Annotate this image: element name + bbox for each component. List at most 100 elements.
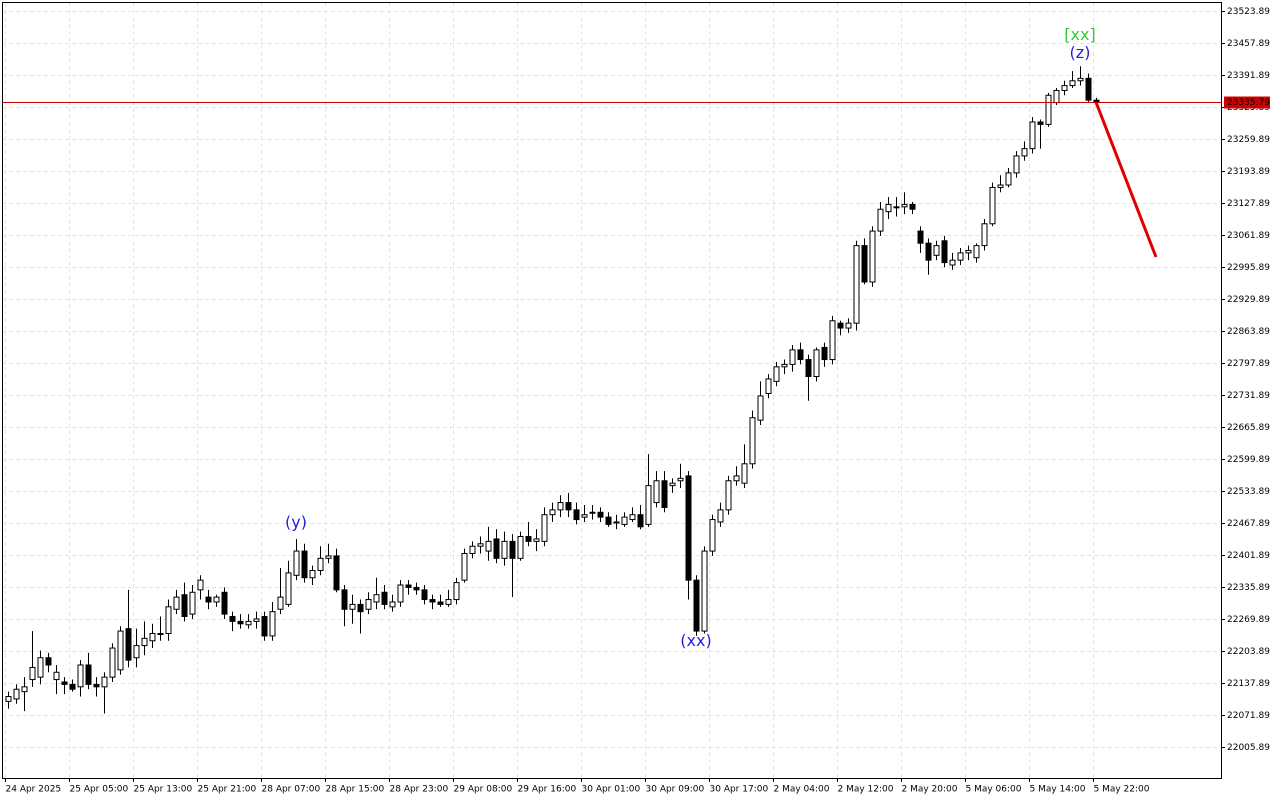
candle-body — [637, 514, 644, 528]
candle-body — [317, 557, 324, 571]
wave-label: (z) — [1070, 43, 1091, 62]
candle-body — [469, 545, 476, 554]
current-price-box — [1224, 96, 1270, 109]
candle-body — [613, 521, 620, 524]
candle-body — [909, 203, 916, 210]
y-tick-label: 23061.89 — [1227, 231, 1270, 241]
y-tick-label: 22731.89 — [1227, 391, 1270, 401]
candle-body — [109, 647, 116, 678]
candle-body — [797, 349, 804, 361]
candle-body — [773, 366, 780, 382]
candle-body — [789, 349, 796, 365]
candle-body — [965, 249, 972, 254]
wave-label: [xx] — [1064, 25, 1095, 44]
x-tick-label: 2 May 04:00 — [774, 785, 830, 795]
candle-body — [53, 671, 60, 681]
candle-body — [389, 601, 396, 608]
candle-body — [173, 596, 180, 610]
y-tick-label: 23127.89 — [1227, 199, 1270, 209]
plot-frame — [2, 2, 1222, 779]
candle-body — [1053, 89, 1060, 104]
candle-body — [237, 620, 244, 625]
candle-body — [117, 630, 124, 671]
x-tick-label: 28 Apr 07:00 — [262, 785, 321, 795]
x-tick-label: 29 Apr 16:00 — [518, 785, 577, 795]
y-tick-label: 22665.89 — [1227, 423, 1270, 433]
candle-body — [885, 203, 892, 213]
candle-body — [893, 206, 900, 209]
axes: 22005.89 22071.89 22137.89 22203.89 22269.89… — [5, 7, 1270, 795]
x-tick-label: 2 May 20:00 — [902, 785, 958, 795]
wave-label: (y) — [285, 512, 307, 531]
candle-body — [517, 536, 524, 559]
candle-body — [261, 616, 268, 637]
candle-body — [309, 569, 316, 579]
y-tick-label: 22203.89 — [1227, 647, 1270, 657]
x-tick-label: 28 Apr 15:00 — [326, 785, 385, 795]
candle-body — [525, 536, 532, 542]
candle-body — [781, 363, 788, 368]
x-tick-label: 24 Apr 2025 — [6, 785, 62, 795]
grid — [2, 3, 1221, 778]
candle-body — [461, 552, 468, 581]
candle-body — [29, 666, 36, 681]
candle-body — [485, 540, 492, 552]
candle-body — [725, 480, 732, 511]
candle-body — [829, 320, 836, 361]
candle-body — [205, 596, 212, 603]
y-tick-label: 23391.89 — [1227, 71, 1270, 81]
y-tick-label: 22005.89 — [1227, 743, 1270, 753]
candle-body — [973, 245, 980, 259]
candle-body — [509, 540, 516, 559]
candle-body — [629, 514, 636, 521]
candle-body — [341, 589, 348, 610]
candle-body — [701, 550, 708, 632]
y-tick-label: 22467.89 — [1227, 519, 1270, 529]
candle-body — [573, 509, 580, 521]
candle-body — [221, 591, 228, 615]
candle-body — [749, 417, 756, 465]
candle-body — [13, 688, 20, 700]
candle-body — [277, 596, 284, 610]
candle-body — [1077, 77, 1084, 82]
y-tick-label: 23259.89 — [1227, 135, 1270, 145]
candle-body — [101, 676, 108, 688]
candle-body — [869, 230, 876, 283]
candle-body — [285, 572, 292, 605]
candle-body — [605, 516, 612, 525]
candle-body — [1021, 148, 1028, 157]
candle-body — [1093, 99, 1100, 103]
x-tick-label: 5 May 14:00 — [1030, 785, 1086, 795]
candle-body — [141, 637, 148, 647]
candle-body — [501, 540, 508, 559]
candle-body — [1005, 172, 1012, 186]
candle-body — [133, 645, 140, 659]
candle-body — [149, 632, 156, 642]
candle-body — [373, 594, 380, 603]
candle-body — [845, 322, 852, 329]
candle-body — [1029, 121, 1036, 150]
x-tick-label: 5 May 22:00 — [1094, 785, 1150, 795]
candle-body — [493, 538, 500, 559]
candle-body — [997, 184, 1004, 188]
candle-body — [405, 584, 412, 588]
x-tick-label: 30 Apr 09:00 — [646, 785, 705, 795]
x-tick-label: 5 May 06:00 — [966, 785, 1022, 795]
candle-body — [1045, 94, 1052, 125]
candle-body — [925, 242, 932, 261]
candle-body — [541, 514, 548, 542]
candle-body — [677, 477, 684, 482]
candle-body — [837, 322, 844, 329]
candle-body — [445, 599, 452, 605]
candle-body — [861, 245, 868, 283]
candle-body — [981, 223, 988, 247]
candle-body — [589, 511, 596, 514]
candle-body — [165, 606, 172, 634]
candle-body — [69, 683, 76, 690]
candle-body — [453, 582, 460, 601]
y-tick-label: 22995.89 — [1227, 263, 1270, 273]
candle-body — [989, 186, 996, 225]
candle-body — [157, 632, 164, 635]
candle-body — [93, 683, 100, 688]
